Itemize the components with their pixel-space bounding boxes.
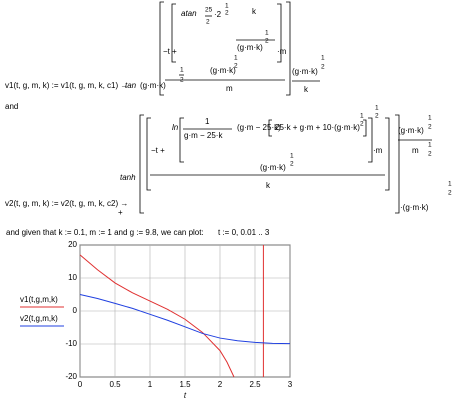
- equation2-token: 2: [360, 121, 364, 128]
- x-axis-label: t: [184, 391, 187, 400]
- x-tick-label: 3: [288, 380, 293, 389]
- equation2-token: (g·m·k): [398, 126, 424, 135]
- equation2-token: k: [266, 181, 271, 190]
- equation2-token: 2: [428, 151, 432, 158]
- equation1-token: (g·m·k): [140, 81, 166, 90]
- equation2-token: (g·m − 25·k): [237, 123, 281, 132]
- legend-label: v2(t,g,m,k): [20, 314, 58, 323]
- equation2-layout: [139, 114, 432, 214]
- equation2-token: tanh: [120, 173, 136, 182]
- range-definition: t := 0, 0.01 .. 3: [218, 228, 270, 237]
- equation2-token: 1: [375, 105, 379, 112]
- connector: and: [5, 102, 18, 111]
- x-tick-label: 0: [78, 380, 83, 389]
- equation1-token: 2: [180, 77, 184, 84]
- equation2-token: (g·m·k): [260, 163, 286, 172]
- y-tick-label: 0: [73, 306, 78, 315]
- equation1-token: (g·m·k): [292, 67, 318, 76]
- legend-label: v1(t,g,m,k): [20, 295, 58, 304]
- x-tick-label: 2.5: [249, 380, 261, 389]
- equation2-token: 2: [448, 190, 452, 197]
- equation1-token: k: [304, 85, 309, 94]
- equation1-token: 2: [225, 10, 229, 17]
- series-line: [79, 294, 291, 345]
- equation2-token: 1: [360, 113, 364, 120]
- equation1-token: ·m: [277, 47, 287, 56]
- equation1-token: tan: [125, 81, 137, 90]
- equation2-token: v2(t, g, m, k) := v2(t, g, m, k, c2) →: [5, 199, 128, 208]
- equation2-token: 1: [428, 115, 432, 122]
- series-line: [79, 254, 235, 378]
- equation1-token: m: [226, 84, 233, 93]
- equation1-token: 1: [265, 30, 269, 37]
- equation2-token: 1: [205, 117, 210, 126]
- insert-mark: +: [118, 208, 123, 217]
- equation1-token: v1(t, g, m, k) := v1(t, g, m, k, c1) →: [5, 81, 128, 90]
- equation1-token: 1: [225, 3, 229, 10]
- equation1-layout: [159, 1, 320, 96]
- equation2-token: g·m − 25·k: [184, 131, 223, 140]
- y-tick-label: -10: [65, 339, 77, 348]
- equation1-token: k: [252, 7, 257, 16]
- equation2-token: ln: [172, 123, 179, 132]
- equation1-token: atan: [181, 9, 197, 18]
- equation2-token: 1: [290, 153, 294, 160]
- equation2-token: 2: [290, 161, 294, 168]
- equation1-token: 1: [234, 55, 238, 62]
- equation2-token: m: [412, 146, 419, 155]
- equation2-token: 2: [428, 124, 432, 131]
- x-tick-label: 2: [218, 380, 223, 389]
- equation1-token: 1: [180, 67, 184, 74]
- y-tick-label: 10: [68, 273, 77, 282]
- equation2-token: ·(g·m·k): [400, 203, 429, 212]
- y-tick-label: 20: [68, 240, 77, 249]
- y-tick-label: -20: [65, 372, 77, 381]
- equation1-token: 2: [206, 19, 210, 26]
- given-text: and given that k := 0.1, m := 1 and g :=…: [6, 228, 204, 237]
- equation2-token: ·m: [373, 146, 383, 155]
- equation1-token: (g·m·k): [237, 43, 263, 52]
- equation1-token: ·2: [214, 10, 222, 19]
- equation1-token: 25: [205, 7, 213, 14]
- equation1-token: −t +: [163, 47, 177, 56]
- equation1-token: 2: [234, 63, 238, 70]
- x-tick-label: 0.5: [109, 380, 121, 389]
- x-tick-label: 1: [148, 380, 153, 389]
- equation2-token: −t +: [151, 146, 165, 155]
- equation1-token: (g·m·k): [210, 66, 236, 75]
- equation2-token: 25·k + g·m + 10·(g·m·k): [275, 123, 360, 132]
- x-tick-label: 1.5: [179, 380, 191, 389]
- equation2-token: 1: [448, 181, 452, 188]
- equation2-token: 2: [375, 113, 379, 120]
- equation1-token: 2: [321, 64, 325, 71]
- equation1-token: 1: [321, 55, 325, 62]
- equation1-token: 2: [265, 38, 269, 45]
- equation2-token: 1: [428, 142, 432, 149]
